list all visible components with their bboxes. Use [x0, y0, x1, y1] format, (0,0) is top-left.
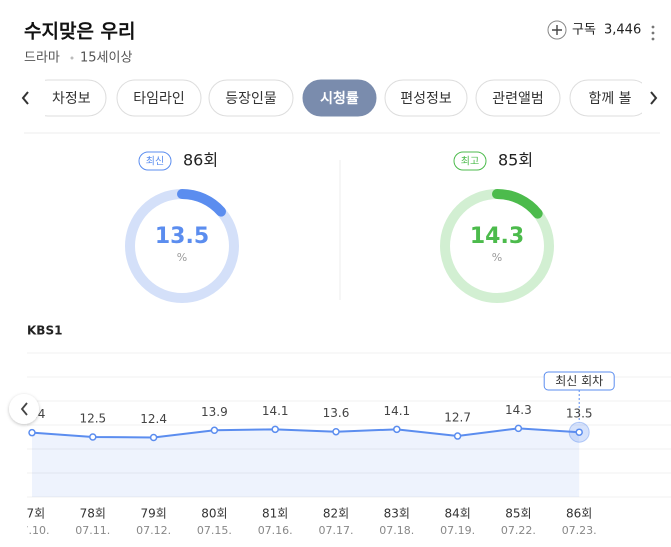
x-tick-label: 83회 — [384, 507, 410, 521]
genre: 드라마 — [24, 51, 60, 66]
x-tick-label: 85회 — [505, 507, 531, 521]
tab-pill — [569, 79, 642, 117]
subscriber-count: 3,446 — [604, 23, 641, 38]
value-label: 13.5 — [566, 407, 593, 421]
badge-label: 최신 — [146, 156, 164, 168]
point — [453, 432, 462, 440]
tab-label: 편성정보 — [400, 91, 452, 107]
annotation-box — [543, 371, 615, 391]
value-label: 14.1 — [262, 404, 289, 418]
tab-label: 관련앨범 — [492, 91, 544, 107]
gauge-value: 14.3 — [470, 224, 524, 249]
badge-label: 최고 — [461, 156, 479, 168]
x-tick-label: 79회 — [140, 507, 166, 521]
tab[interactable]: 관련앨범 — [475, 79, 561, 117]
tab-label: 등장인물 — [225, 91, 277, 107]
value-label: 12.4 — [140, 412, 167, 426]
gauge-unit: % — [492, 251, 502, 264]
tab[interactable]: 시청률 — [302, 79, 377, 117]
point — [210, 426, 219, 435]
episode: 85회 — [498, 151, 533, 170]
tab-prev[interactable] — [21, 91, 29, 105]
badge — [138, 151, 172, 171]
date-label: 07.22. — [501, 524, 536, 537]
x-tick-label: 78회 — [80, 507, 106, 521]
value-label: 14.1 — [383, 404, 410, 418]
gauge-value: 13.5 — [155, 224, 209, 249]
chart-prev[interactable] — [9, 394, 39, 424]
annotation: 최신 회차 — [555, 374, 603, 388]
area — [32, 428, 580, 497]
tab-label: 차정보 — [52, 91, 91, 107]
more-button[interactable] — [651, 25, 655, 41]
point — [28, 428, 36, 437]
tab-pill — [475, 79, 561, 117]
point — [149, 433, 158, 442]
gauge-arc — [492, 189, 543, 219]
date-label: 07.16. — [258, 524, 293, 537]
x-tick-label: 86회 — [566, 507, 592, 521]
point — [393, 425, 401, 434]
x-tick-label: 81회 — [262, 507, 288, 521]
value-label: 12.5 — [79, 412, 106, 426]
dot — [70, 56, 74, 60]
date-label: 07.17. — [319, 524, 354, 537]
tab-pill — [116, 79, 202, 117]
value-label: 14.3 — [505, 403, 532, 417]
tab[interactable]: 함께 볼 — [569, 79, 650, 117]
gauge-arc — [177, 189, 227, 217]
value-label: 12.7 — [444, 411, 471, 425]
date-label: 07.18. — [379, 524, 414, 537]
date-label: 07.19. — [440, 524, 475, 537]
tab-pill — [384, 79, 468, 117]
value-label: 13.9 — [201, 405, 228, 419]
gauge-unit: % — [177, 251, 187, 264]
date-label: 07.15. — [197, 524, 232, 537]
tab[interactable]: 등장인물 — [208, 79, 294, 117]
title: 수지맞은 우리 — [24, 21, 136, 43]
x-tick-label: 84회 — [444, 507, 470, 521]
date-label: 07.12. — [136, 524, 171, 537]
chart-title: KBS1 — [27, 324, 62, 338]
subscribe-label: 구독 — [572, 23, 596, 38]
tab[interactable]: 차정보 — [30, 79, 107, 117]
tab[interactable]: 타임라인 — [116, 79, 202, 117]
x-tick-label: 80회 — [201, 507, 227, 521]
x-tick-label: 82회 — [323, 507, 349, 521]
tab-label: 함께 볼 — [588, 91, 631, 107]
tab-label: 시청률 — [320, 90, 359, 107]
value-label: 13.6 — [323, 406, 350, 420]
episode: 86회 — [183, 151, 218, 170]
tab[interactable]: 편성정보 — [384, 79, 468, 117]
x-tick-label: 77회 — [19, 507, 45, 521]
date-label: 07.10. — [15, 524, 50, 537]
point — [332, 427, 340, 436]
chart: 최신 회차13.477회07.10.12.578회07.11.12.479회07… — [15, 352, 671, 537]
tab-next[interactable] — [650, 91, 658, 105]
tab-pill — [208, 79, 294, 117]
tab-label: 타임라인 — [133, 91, 185, 107]
tab-strip: 차정보 타임라인 등장인물 시청률 편성정보 관련앨범 함께 볼 — [30, 79, 650, 117]
date-label: 07.11. — [75, 524, 110, 537]
subscribe-button[interactable]: 구독 3,446 — [547, 20, 641, 40]
point — [89, 433, 97, 441]
point — [271, 425, 279, 434]
badge — [453, 151, 487, 171]
line — [31, 427, 580, 439]
tab-pill — [302, 79, 377, 117]
tab-pill — [45, 79, 107, 117]
rating: 15세이상 — [80, 51, 132, 66]
date-label: 07.23. — [562, 524, 597, 537]
point — [514, 424, 523, 433]
plus — [552, 25, 562, 35]
point — [575, 428, 583, 436]
